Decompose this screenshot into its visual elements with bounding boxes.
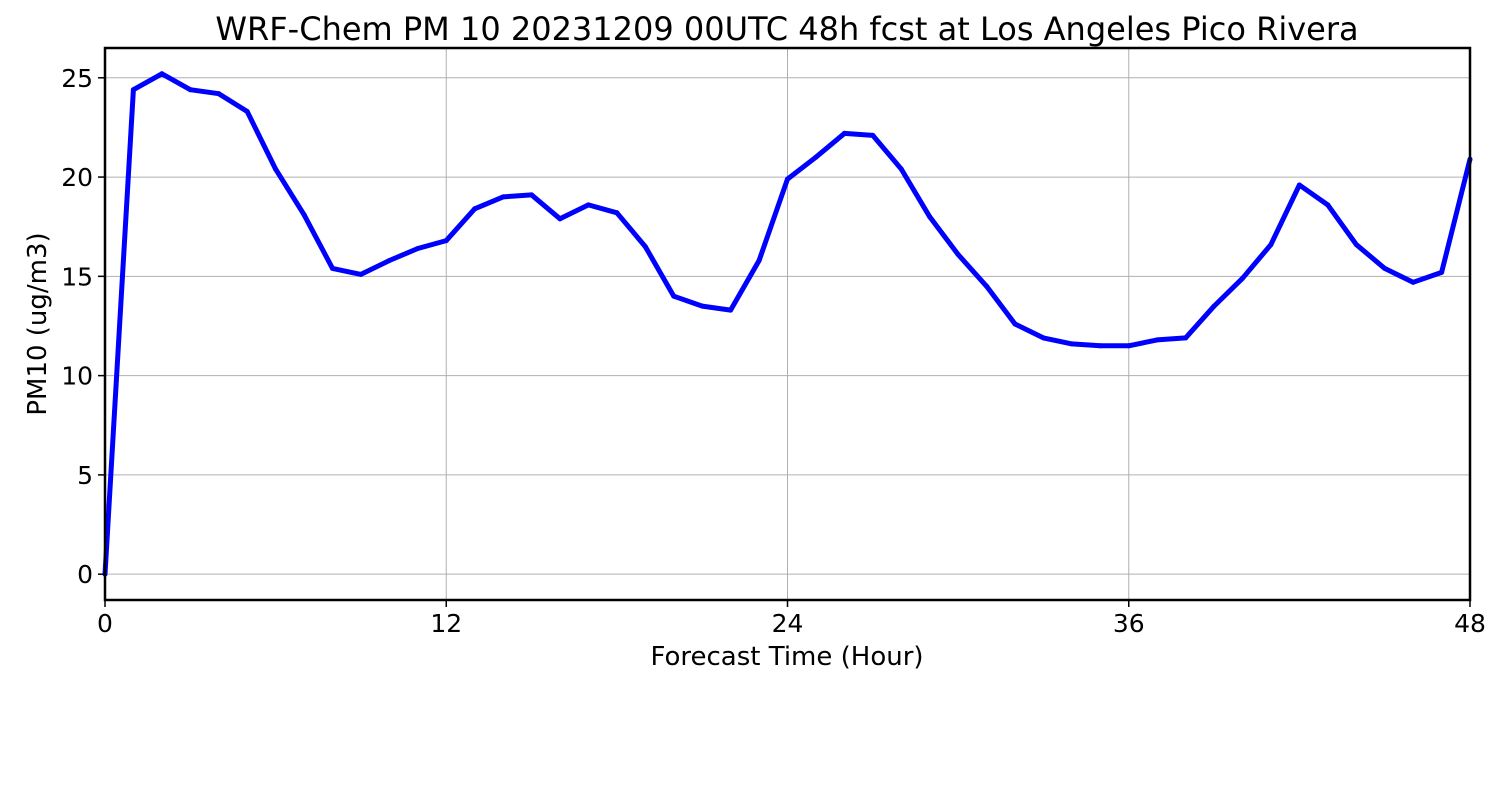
data-point [955,252,961,257]
data-point [1183,335,1189,341]
data-point [273,166,279,172]
data-point [585,202,591,208]
data-point [472,206,478,212]
data-point [415,246,421,251]
y-tick-label: 0 [77,560,93,589]
chart-title: WRF-Chem PM 10 20231209 00UTC 48h fcst a… [215,10,1358,48]
data-point [1211,303,1217,309]
data-point [1240,275,1245,281]
data-point [642,244,648,250]
data-point [785,176,790,182]
y-tick-label: 5 [77,461,93,490]
data-point [614,210,620,216]
grid-lines [104,48,1471,600]
data-point [927,214,933,220]
data-point [386,258,392,263]
x-tick-label: 24 [772,609,804,638]
data-point [984,283,990,289]
x-tick-label: 48 [1454,609,1486,638]
y-tick-label: 15 [61,262,93,291]
data-point [130,87,136,93]
y-tick-label: 10 [61,362,93,391]
data-point [1439,269,1445,275]
data-point [1126,343,1132,349]
data-point [841,130,847,136]
data-point [330,265,335,271]
x-tick-label: 0 [97,609,113,638]
data-point [813,154,819,160]
data-point [1410,279,1416,285]
y-tick-label: 20 [61,163,93,192]
data-point [358,271,364,277]
x-axis-label: Forecast Time (Hour) [650,642,923,672]
data-point [699,303,705,309]
data-point [443,238,449,244]
data-point [1296,182,1302,188]
data-point [1268,242,1274,248]
data-point [1154,337,1160,343]
data-point [1382,265,1388,271]
data-point [557,216,563,222]
data-point [244,109,250,114]
data-point [301,212,307,218]
data-point [898,166,904,172]
y-tick-label: 25 [61,64,93,93]
x-tick-label: 36 [1113,609,1145,638]
data-point [870,132,876,138]
data-point [1012,321,1018,327]
data-point [1040,335,1046,341]
data-point [1097,343,1103,349]
data-point [1325,202,1331,208]
data-point [529,192,535,198]
data-point [187,87,193,93]
data-point [671,293,677,299]
y-axis-label: PM10 (ug/m3) [23,232,53,415]
data-point [216,91,222,97]
x-tick-label: 12 [430,609,462,638]
data-point [1069,341,1075,347]
data-point [500,194,506,200]
y-axis-ticks: 0 5 10 15 20 25 [61,64,105,589]
x-axis-ticks: 0 12 24 36 48 [97,600,1486,638]
data-point [159,71,165,77]
data-point [756,258,762,263]
data-point [728,307,734,313]
data-point [1353,242,1359,248]
